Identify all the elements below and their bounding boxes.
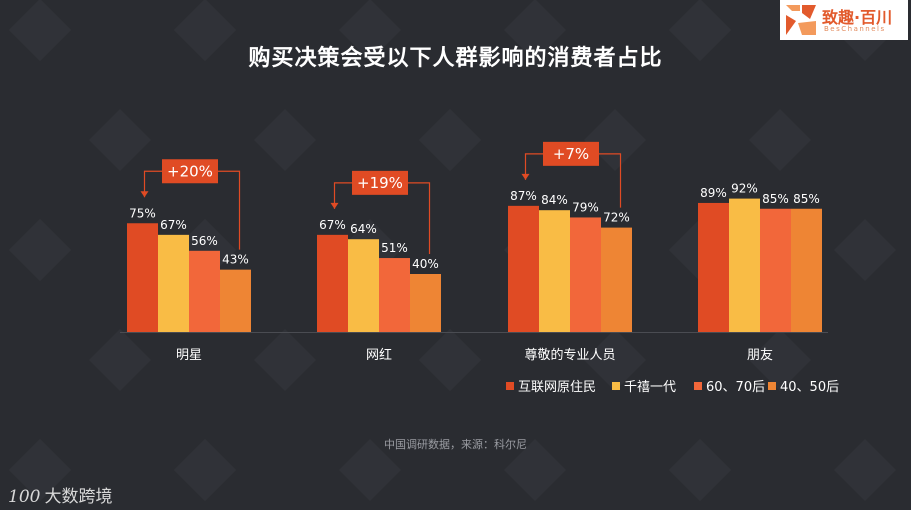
chart-title: 购买决策会受以下人群影响的消费者占比 [248,46,663,71]
bar [348,239,379,332]
annotation-badge [352,170,408,195]
data-label: 40% [412,257,439,271]
category-label: 网红 [366,347,392,363]
category-label: 朋友 [747,347,773,363]
category-label: 明星 [176,348,202,363]
bar [220,269,251,332]
watermark-tile [668,0,732,62]
watermark-tile [338,0,402,62]
data-label: 72% [603,211,630,225]
legend-label: 千禧一代 [624,380,676,395]
watermark-tile [833,218,897,282]
bar [760,208,791,332]
watermark-tile [833,438,897,502]
value-labels-layer: 75% 67% 56% 43% 67% 64% 51% 40% 87% 84% 79% 72% 89% 9… [129,182,820,271]
annotation-badge [162,159,218,184]
watermark-mark: 100 [8,487,41,507]
annotation-badge [543,141,599,166]
watermark-name: 大数跨境 [44,487,113,507]
bar [698,202,729,332]
data-label: 85% [793,192,820,206]
watermark-tile [88,108,152,172]
watermark-tile [253,108,317,172]
bar [570,217,601,332]
data-label: 92% [731,182,758,196]
bar [317,234,348,332]
bar [379,258,410,332]
bar [729,198,760,332]
data-label: 85% [762,192,789,206]
bar [127,223,158,332]
brand-logo: 致趣·百川 BesChannels [780,0,908,40]
bars-layer [127,198,822,332]
source-note: 中国调研数据，来源：科尔尼 [384,438,527,451]
category-labels-layer: 明星 网红 尊敬的专业人员 朋友 [176,347,773,363]
watermark-tile [173,438,237,502]
annotation-bracket [408,182,431,254]
bar [791,208,822,332]
category-label: 尊敬的专业人员 [524,347,615,363]
bar [508,205,539,332]
data-label: 67% [319,218,346,232]
data-label: 56% [191,234,218,248]
annotation-label: +20% [167,162,213,180]
bar [189,250,220,332]
legend-label: 40、50后 [780,380,839,395]
annotation-label: +19% [357,174,403,192]
data-label: 87% [510,189,537,203]
watermark-tile [583,108,647,172]
data-label: 67% [160,218,187,232]
watermark-logo: 100 大数跨境 [8,482,112,507]
annotation-label: +7% [553,145,589,163]
data-label: 75% [129,206,156,220]
annotation-bracket [143,170,162,198]
annotation-bracket [599,153,622,208]
data-label: 51% [381,241,408,255]
annotation-bracket [218,170,241,250]
legend-swatch [768,382,776,390]
annotation-arrow-icon [330,202,339,209]
watermark-tile [8,438,72,502]
watermark-tile [253,328,317,392]
annotation-bracket [333,182,352,209]
watermark-tile [748,108,812,172]
legend-label: 60、70后 [706,380,765,395]
watermark-tile [8,218,72,282]
watermark-tile [88,328,152,392]
bar [601,227,632,332]
data-label: 84% [541,193,568,207]
legend-swatch [506,382,514,390]
data-label: 89% [700,186,727,200]
annotation-arrow-icon [140,191,149,198]
watermark-tile [418,328,482,392]
annotation-bracket [524,153,543,180]
brand-name: 致趣·百川 [822,8,893,27]
watermark-tile [668,438,732,502]
data-label: 64% [350,222,377,236]
data-label: 79% [572,200,599,214]
bar [158,234,189,332]
watermark-tile [338,438,402,502]
watermark-tile [503,0,567,62]
watermark-tile [583,328,647,392]
brand-mark-icon [786,5,816,35]
legend: 互联网原住民 千禧一代 60、70后 40、50后 [506,380,839,395]
legend-label: 互联网原住民 [518,380,596,395]
annotation-arrow-icon [521,173,530,180]
watermark-tile [418,108,482,172]
annotations-layer: +20% +19% +7% [140,141,622,254]
brand-subtitle: BesChannels [824,25,886,33]
watermark-tile [748,328,812,392]
legend-swatch [694,382,702,390]
bar [410,274,441,332]
legend-swatch [612,382,620,390]
bar [539,210,570,332]
watermark-tile [503,438,567,502]
data-label: 43% [222,253,249,267]
